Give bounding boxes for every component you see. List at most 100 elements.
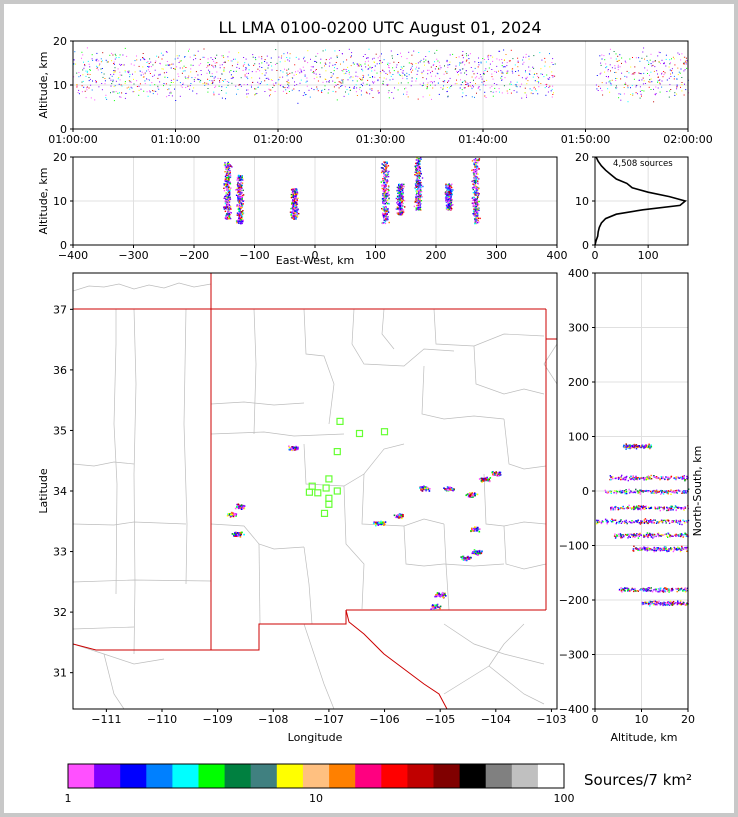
source-point xyxy=(681,69,682,70)
source-point xyxy=(615,72,616,73)
source-point xyxy=(266,72,267,73)
station-marker xyxy=(357,431,363,437)
source-point xyxy=(105,97,106,98)
source-point xyxy=(259,83,260,84)
source-point xyxy=(113,74,114,75)
source-point xyxy=(343,79,344,80)
source-point xyxy=(331,77,332,78)
source-point xyxy=(425,60,426,61)
source-point xyxy=(446,191,447,192)
source-point xyxy=(359,78,360,79)
plan-view-panel: −111 −110 −109 −108 −107 −106 −105 −104 −1033132… xyxy=(37,273,567,744)
source-point xyxy=(502,92,503,93)
source-point xyxy=(384,182,385,183)
source-point xyxy=(525,88,526,89)
source-point xyxy=(224,171,225,172)
source-point xyxy=(299,72,300,73)
source-point xyxy=(363,83,364,84)
source-point xyxy=(329,62,330,63)
source-point xyxy=(462,69,463,70)
source-point xyxy=(319,74,320,75)
source-point xyxy=(415,173,416,174)
source-point xyxy=(474,73,475,74)
x-tick-label: −200 xyxy=(179,249,209,262)
x-tick-label: 200 xyxy=(426,249,447,262)
source-point xyxy=(665,72,666,73)
source-point xyxy=(677,85,678,86)
source-point xyxy=(611,83,612,84)
source-point xyxy=(432,71,433,72)
source-point xyxy=(384,177,385,178)
source-point xyxy=(287,81,288,82)
source-point xyxy=(228,180,229,181)
y-tick-label: 20 xyxy=(53,35,67,48)
source-point xyxy=(255,59,256,60)
source-point xyxy=(235,86,236,87)
y-tick-label: 37 xyxy=(53,303,67,316)
source-point xyxy=(127,88,128,89)
source-point xyxy=(171,82,172,83)
source-point xyxy=(237,213,238,214)
source-point xyxy=(404,206,405,207)
source-point xyxy=(460,69,461,70)
source-point xyxy=(401,518,403,520)
source-point xyxy=(418,207,419,208)
source-point xyxy=(240,188,241,189)
source-point xyxy=(234,532,236,534)
source-point xyxy=(336,85,337,86)
source-point xyxy=(346,69,347,70)
source-point xyxy=(403,211,404,212)
station-marker xyxy=(315,490,321,496)
source-point xyxy=(491,69,492,70)
source-point xyxy=(299,90,300,91)
source-point xyxy=(382,70,383,71)
source-point xyxy=(450,200,451,201)
source-point xyxy=(109,78,110,79)
source-point xyxy=(307,86,308,87)
source-point xyxy=(241,193,242,194)
source-point xyxy=(447,489,449,491)
source-point xyxy=(449,192,450,193)
x-tick-label: −106 xyxy=(369,713,399,726)
source-point xyxy=(412,64,413,65)
source-point xyxy=(350,90,351,91)
source-point xyxy=(403,200,404,201)
source-point xyxy=(680,73,681,74)
source-point xyxy=(415,167,416,168)
source-point xyxy=(553,64,554,65)
source-point xyxy=(248,73,249,74)
y-tick-label: 33 xyxy=(53,546,67,559)
source-point xyxy=(167,61,168,62)
source-point xyxy=(225,200,226,201)
source-point xyxy=(415,185,416,186)
source-point xyxy=(140,59,141,60)
source-point xyxy=(423,83,424,84)
source-point xyxy=(188,51,189,52)
source-point xyxy=(450,54,451,55)
source-point xyxy=(381,63,382,64)
source-point xyxy=(475,186,476,187)
source-point xyxy=(224,198,225,199)
source-point xyxy=(238,210,239,211)
source-point xyxy=(389,67,390,68)
source-point xyxy=(462,62,463,63)
source-point xyxy=(125,70,126,71)
source-point xyxy=(384,71,385,72)
source-point xyxy=(423,85,424,86)
source-point xyxy=(670,89,671,90)
source-point xyxy=(269,95,270,96)
source-point xyxy=(439,78,440,79)
source-point xyxy=(223,81,224,82)
source-point xyxy=(399,186,400,187)
source-point xyxy=(115,54,116,55)
source-point xyxy=(135,71,136,72)
source-point xyxy=(213,92,214,93)
source-point xyxy=(394,87,395,88)
source-point xyxy=(85,91,86,92)
source-point xyxy=(227,207,228,208)
source-point xyxy=(285,89,286,90)
source-point xyxy=(166,51,167,52)
source-point xyxy=(434,53,435,54)
source-point xyxy=(356,87,357,88)
source-point xyxy=(420,62,421,63)
